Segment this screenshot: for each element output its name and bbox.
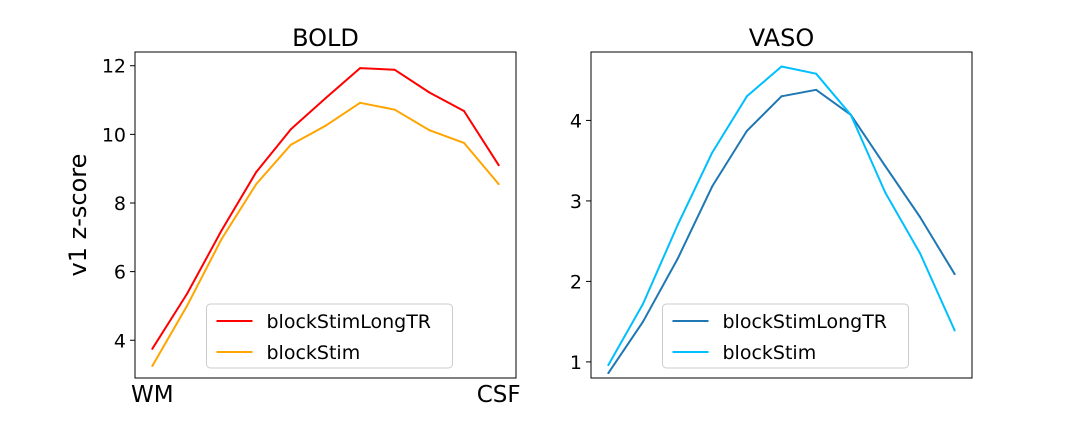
- data-point: [393, 68, 396, 71]
- data-point: [676, 224, 679, 227]
- legend-label: blockStimLongTR: [723, 311, 888, 333]
- data-point: [289, 128, 292, 131]
- chart-title: VASO: [749, 24, 814, 52]
- x-tick-label: WM: [131, 382, 174, 408]
- data-point: [185, 292, 188, 295]
- legend-box: [662, 303, 909, 369]
- data-point: [497, 164, 500, 167]
- data-point: [428, 91, 431, 94]
- data-point: [953, 273, 956, 276]
- data-point: [359, 101, 362, 104]
- data-point: [711, 185, 714, 188]
- data-point: [324, 124, 327, 127]
- y-tick-label: 6: [114, 262, 126, 284]
- data-point: [815, 72, 818, 75]
- chart-title: BOLD: [292, 24, 359, 52]
- data-point: [255, 183, 258, 186]
- data-point: [815, 88, 818, 91]
- data-point: [953, 329, 956, 332]
- y-tick-label: 10: [102, 124, 126, 146]
- plot-frame: [590, 51, 973, 379]
- data-point: [676, 257, 679, 260]
- vaso-panel: VASO 1 2 3 4 blockStimLongTR blockStim: [570, 24, 973, 379]
- data-point: [220, 229, 223, 232]
- data-point: [780, 95, 783, 98]
- data-point: [220, 238, 223, 241]
- data-point: [428, 129, 431, 132]
- data-point: [745, 95, 748, 98]
- y-tick-label: 1: [570, 352, 582, 374]
- data-point: [185, 304, 188, 307]
- legend: blockStimLongTR blockStim: [206, 303, 453, 369]
- data-point: [919, 216, 922, 219]
- y-tick-label: 8: [114, 193, 126, 215]
- legend-label: blockStimLongTR: [267, 311, 432, 333]
- data-point: [151, 364, 154, 367]
- data-point: [463, 110, 466, 113]
- bold-panel: BOLD v1 z-score 4 6 8 10 12 WM CSF blockStimLongT…: [64, 24, 521, 408]
- plot-frame: [134, 51, 517, 379]
- y-tick-label: 2: [570, 271, 582, 293]
- y-tick-label: 4: [114, 330, 126, 352]
- x-tick-label: CSF: [477, 382, 521, 408]
- data-point: [607, 372, 610, 375]
- data-point: [497, 183, 500, 186]
- data-point: [849, 113, 852, 116]
- data-point: [255, 171, 258, 174]
- data-point: [641, 320, 644, 323]
- data-point: [393, 108, 396, 111]
- legend: blockStimLongTR blockStim: [662, 303, 909, 369]
- data-point: [463, 141, 466, 144]
- data-point: [711, 151, 714, 154]
- y-tick-label: 12: [102, 56, 126, 78]
- data-point: [151, 347, 154, 350]
- data-point: [324, 97, 327, 100]
- data-point: [359, 67, 362, 70]
- data-point: [745, 129, 748, 132]
- data-point: [289, 143, 292, 146]
- data-point: [780, 65, 783, 68]
- legend-label: blockStim: [723, 342, 817, 364]
- data-point: [641, 302, 644, 305]
- y-tick-label: 4: [570, 110, 582, 132]
- y-tick-label: 3: [570, 191, 582, 213]
- data-point: [919, 252, 922, 255]
- legend-label: blockStim: [267, 342, 361, 364]
- legend-box: [206, 303, 453, 369]
- data-point: [884, 191, 887, 194]
- data-point: [607, 364, 610, 367]
- y-axis-label: v1 z-score: [64, 154, 92, 277]
- data-point: [884, 165, 887, 168]
